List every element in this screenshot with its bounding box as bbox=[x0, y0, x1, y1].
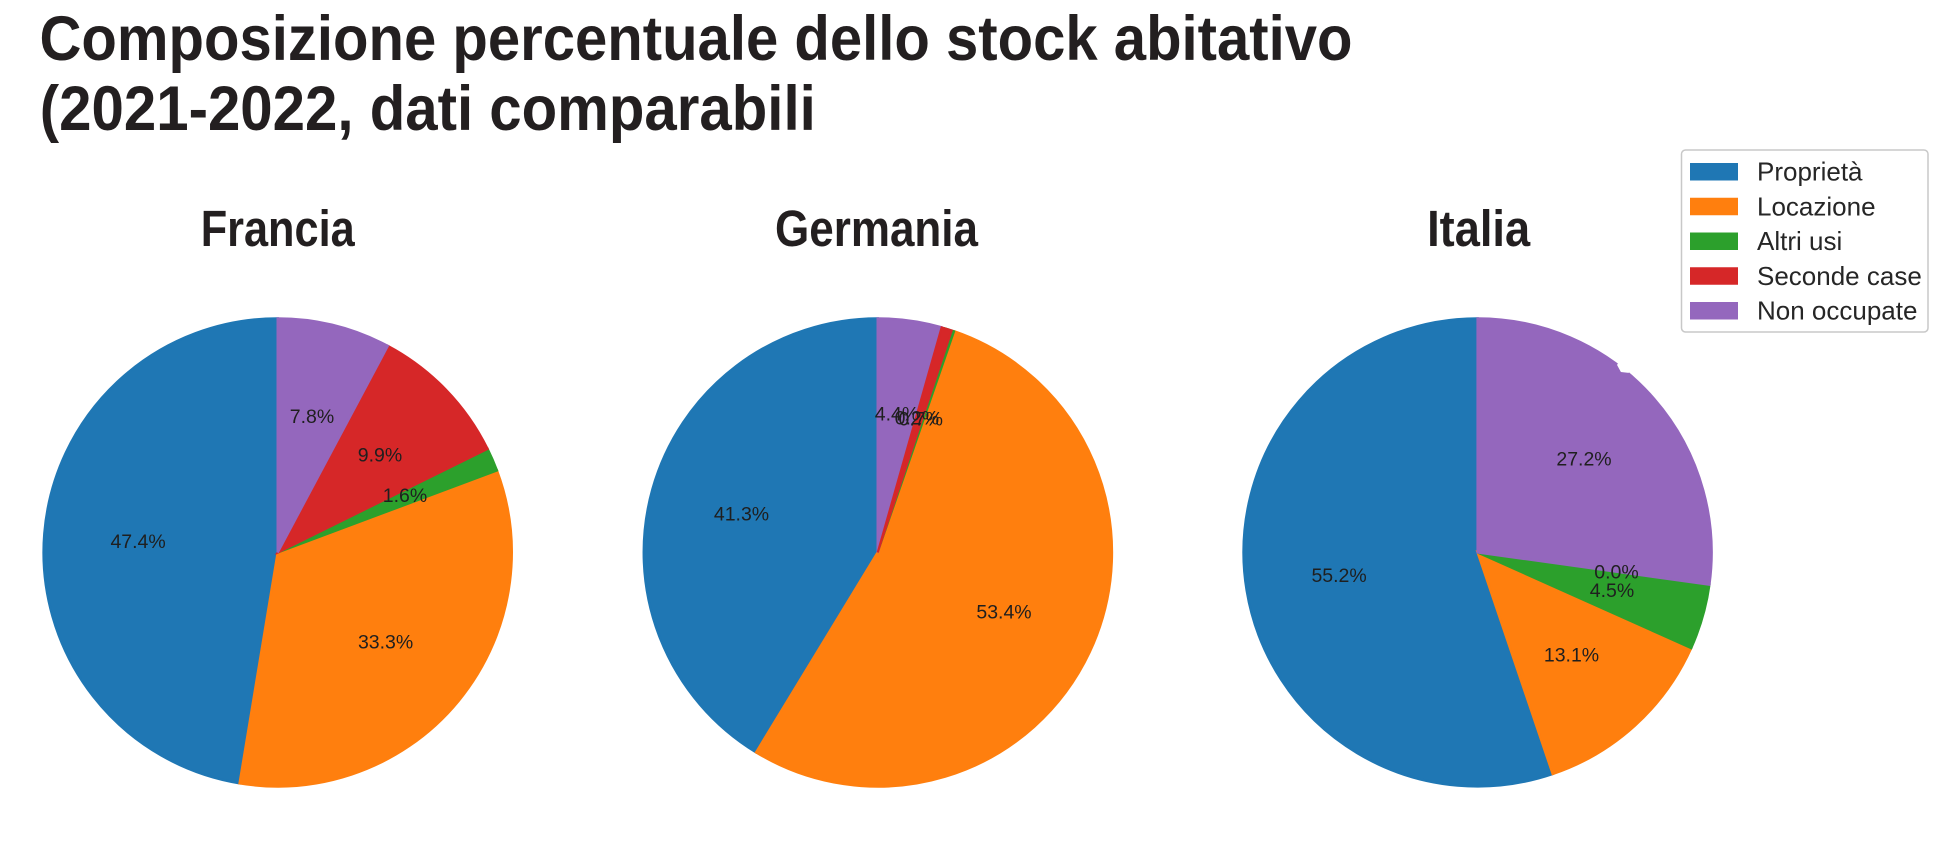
svg-text:(2021-2022, dati comparabili: (2021-2022, dati comparabili bbox=[40, 74, 816, 144]
svg-text:Non occupate: Non occupate bbox=[1757, 296, 1917, 326]
svg-text:4.4%: 4.4% bbox=[875, 403, 919, 425]
svg-text:41.3%: 41.3% bbox=[714, 504, 769, 526]
svg-text:Italia: Italia bbox=[1427, 200, 1531, 257]
svg-text:7.8%: 7.8% bbox=[290, 406, 334, 428]
svg-text:27.2%: 27.2% bbox=[1556, 449, 1611, 471]
svg-text:0.2%: 0.2% bbox=[895, 408, 939, 430]
svg-text:Altri usi: Altri usi bbox=[1757, 226, 1842, 256]
svg-text:47.4%: 47.4% bbox=[110, 531, 165, 553]
svg-text:33.3%: 33.3% bbox=[358, 632, 413, 654]
svg-text:Germania: Germania bbox=[775, 200, 979, 257]
svg-text:53.4%: 53.4% bbox=[976, 602, 1031, 624]
svg-text:Francia: Francia bbox=[201, 200, 356, 257]
svg-text:Composizione percentuale dello: Composizione percentuale dello stock abi… bbox=[40, 4, 1353, 74]
svg-text:13.1%: 13.1% bbox=[1544, 645, 1599, 667]
svg-text:55.2%: 55.2% bbox=[1311, 565, 1366, 587]
svg-text:1.6%: 1.6% bbox=[383, 485, 427, 507]
svg-text:0.7%: 0.7% bbox=[898, 409, 942, 431]
svg-text:0.0%: 0.0% bbox=[1594, 562, 1638, 584]
svg-text:Seconde case: Seconde case bbox=[1757, 261, 1922, 291]
svg-text:4.5%: 4.5% bbox=[1590, 580, 1634, 602]
svg-text:Locazione: Locazione bbox=[1757, 191, 1876, 221]
svg-text:9.9%: 9.9% bbox=[358, 445, 402, 467]
svg-text:Proprietà: Proprietà bbox=[1757, 157, 1863, 187]
